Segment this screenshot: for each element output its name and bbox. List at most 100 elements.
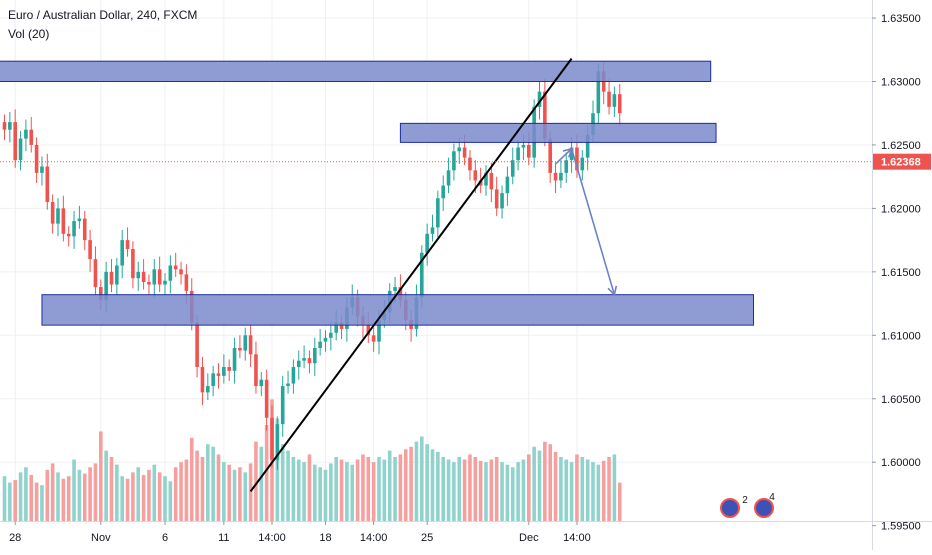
volume-bar [489,459,494,521]
candle-body [168,265,173,281]
event-marker-label: 2 [742,495,748,506]
candle-body [473,170,478,181]
volume-bar [131,472,135,521]
volume-bar [484,462,488,521]
volume-bar [355,459,360,521]
projection-path [554,147,616,295]
volume-bar [537,450,542,521]
candle-body [163,280,167,285]
volume-bar [104,450,108,521]
volume-bar [382,459,387,521]
volume-bar [302,462,306,521]
volume-bar [323,469,328,521]
volume-bar [238,467,242,521]
volume-bar [601,460,606,521]
volume-bar [500,462,504,521]
volume-bar [227,464,231,521]
candle-body [141,271,146,282]
candle-body [2,122,7,130]
volume-bar [120,476,124,521]
candle-body [184,274,189,291]
candle-body [238,347,242,351]
volume-bar [575,454,579,521]
candle-body [157,269,162,285]
volume-bar [61,478,66,521]
candle-body [104,271,108,300]
price-tick-label: 1.61500 [881,267,921,279]
volume-bar [157,472,162,521]
candle-body [505,176,510,194]
volume-bar [291,457,296,521]
price-axis-panel [872,0,932,550]
volume-bar [527,454,531,521]
candle-body [446,170,451,186]
candle-body [302,358,306,361]
candle-body [420,252,424,298]
candle-body [548,138,552,173]
candle-body [45,166,50,203]
candle-body [152,269,157,285]
volume-bar [585,459,590,521]
volume-bar [8,482,12,521]
candle-body [617,94,622,114]
candle-body [436,198,440,228]
time-tick-label: 28 [9,532,21,544]
volume-bar [436,451,440,521]
chart-symbol-title: Euro / Australian Dollar, 240, FXCM [8,8,198,22]
candle-body [280,386,285,425]
volume-bar [195,450,199,521]
candle-body [371,335,376,342]
candle-body [82,218,87,241]
candle-body [313,347,317,364]
candle-body [468,157,472,171]
volume-bar [607,457,611,521]
candle-body [478,180,483,186]
candle-body [77,218,82,222]
candle-body [125,240,130,250]
volume-bar [532,446,536,521]
volume-bar [446,459,451,521]
price-tick-label: 1.63000 [881,76,921,88]
candle-body [521,144,526,148]
volume-bar [248,463,253,521]
candle-body [179,269,183,275]
candle-body [109,271,114,285]
candle-body [564,160,569,173]
volume-bar [543,441,547,521]
time-tick-label: 6 [162,532,168,544]
candle-body [56,208,60,224]
volume-bar [387,450,392,521]
candle-body [377,320,381,342]
candle-body [489,172,494,190]
volume-bar [307,454,312,521]
candle-body [527,144,531,158]
volume-bar [189,437,194,521]
volume-bar [45,469,50,521]
volume-bar [462,459,467,521]
volume-bar [24,467,28,521]
volume-bar [82,473,87,521]
candle-body [195,322,199,368]
volume-bar [473,457,478,521]
candle-body [173,265,178,270]
volume-bar [521,459,526,521]
volume-bar [580,457,585,521]
candle-body [206,386,210,393]
candle-body [500,193,504,209]
candle-body [334,322,338,333]
volume-bar [569,462,574,521]
volume-bar [13,480,17,521]
volume-bar [494,457,499,521]
time-tick-label: 11 [218,532,229,544]
volume-bar [339,459,344,521]
candle-body [136,271,141,279]
candle-body [18,138,23,161]
volume-bar [377,457,381,521]
candle-body [291,367,296,384]
support-target-zone [41,294,754,326]
candle-body [259,379,264,387]
volume-bar [179,462,183,521]
candle-body [8,122,12,130]
candle-body [425,233,429,253]
price-tick-label: 1.60000 [881,457,921,469]
